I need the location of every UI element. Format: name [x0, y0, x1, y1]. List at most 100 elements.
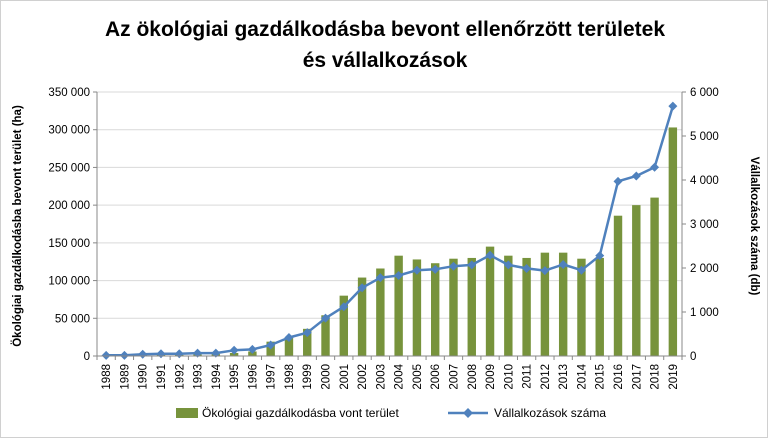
line-point-marker — [631, 171, 641, 181]
line-point-marker — [174, 349, 184, 359]
right-axis-tick-label: 5 000 — [690, 131, 719, 143]
line-point-marker — [576, 265, 586, 275]
area-bar — [394, 255, 403, 356]
line-point-marker — [119, 350, 129, 360]
x-axis-year-label: 2013 — [558, 364, 570, 390]
line-point-marker — [668, 101, 678, 111]
area-bar — [412, 259, 422, 356]
area-bar — [522, 257, 531, 356]
chart-title-line-2: és vállalkozások — [303, 49, 468, 72]
area-bar — [595, 257, 604, 356]
x-axis-year-label: 1994 — [211, 363, 223, 389]
x-axis-year-label: 2007 — [449, 364, 461, 390]
area-bar — [339, 295, 349, 356]
line-point-marker — [613, 176, 623, 186]
line-point-marker — [558, 259, 568, 269]
bar-series — [101, 127, 678, 356]
right-axis-title: Vállalkozások száma (db) — [748, 157, 760, 296]
area-bar — [668, 127, 678, 356]
left-axis-tick-label: 100 000 — [48, 276, 90, 288]
left-axis-tick-label: 0 — [84, 351, 90, 363]
x-axis-year-label: 2008 — [467, 364, 479, 390]
x-axis-tick-labels: 1988 1989 1990 1991 1992 1993 1994 1995 1996 1997… — [101, 363, 680, 389]
line-point-marker — [412, 265, 422, 275]
x-axis-year-label: 2010 — [503, 364, 515, 390]
area-bar — [632, 205, 641, 356]
line-point-marker — [266, 340, 276, 350]
line-point-marker — [339, 302, 349, 312]
x-axis-year-label: 2004 — [394, 363, 406, 389]
x-axis-year-label: 1993 — [193, 364, 205, 390]
area-bar — [357, 277, 367, 356]
x-axis-year-label: 2005 — [412, 364, 424, 390]
legend-diamond-marker — [463, 408, 473, 418]
axes — [96, 92, 683, 360]
x-axis-year-label: 1992 — [174, 364, 186, 390]
x-axis-year-label: 2016 — [613, 364, 625, 390]
line-point-marker — [321, 313, 331, 323]
line-point-marker — [138, 349, 148, 359]
x-axis-year-label: 2006 — [430, 364, 442, 390]
left-axis-tick-label: 300 000 — [48, 125, 90, 137]
x-axis-year-label: 2012 — [540, 364, 552, 390]
line-point-marker — [357, 283, 367, 293]
right-axis-tick-labels: 0 1 000 2 000 3 000 4 000 5 000 6 000 — [690, 87, 719, 363]
line-point-marker — [284, 333, 294, 343]
gridlines — [93, 91, 686, 357]
x-axis-year-label: 2009 — [485, 364, 497, 390]
left-axis-tick-label: 250 000 — [48, 162, 90, 174]
line-point-marker — [503, 260, 513, 270]
area-bar — [613, 215, 623, 356]
area-bar — [321, 315, 330, 356]
x-axis-year-label: 2002 — [357, 364, 369, 390]
x-axis-year-label: 1991 — [156, 364, 168, 390]
area-bar — [485, 246, 495, 356]
area-bar — [449, 258, 458, 356]
line-point-marker — [540, 266, 550, 276]
area-bar — [303, 328, 312, 356]
area-bar — [467, 257, 476, 356]
x-axis-year-label: 1998 — [284, 364, 296, 390]
x-axis-year-label: 1989 — [119, 364, 131, 390]
x-axis-year-label: 2000 — [321, 364, 333, 390]
line-point-marker — [101, 350, 111, 360]
left-axis-tick-label: 150 000 — [48, 238, 90, 250]
line-point-marker — [522, 263, 532, 273]
line-point-marker — [485, 250, 495, 260]
line-point-marker — [302, 328, 312, 338]
left-axis-title: Ökológiai gazdálkodásba bevont terület (… — [11, 105, 24, 347]
area-bar — [376, 268, 385, 356]
line-point-marker — [375, 273, 385, 283]
x-axis-year-label: 2011 — [522, 364, 534, 389]
line-point-marker — [229, 345, 239, 355]
area-bar — [284, 337, 294, 356]
left-axis-tick-label: 200 000 — [48, 200, 90, 212]
right-axis-tick-label: 2 000 — [690, 263, 719, 275]
x-axis-year-label: 2018 — [650, 364, 662, 390]
right-axis-tick-label: 4 000 — [690, 175, 719, 187]
left-axis-tick-labels: 0 50 000 100 000 150 000 200 000 250 000 300 0… — [48, 87, 90, 363]
x-axis-year-label: 1997 — [266, 364, 278, 390]
area-bar — [430, 263, 440, 356]
line-point-marker — [430, 264, 440, 274]
area-bar — [577, 258, 586, 356]
right-axis-tick-label: 1 000 — [690, 307, 719, 319]
right-axis-tick-label: 6 000 — [690, 87, 719, 99]
line-point-marker — [193, 348, 203, 358]
line-point-marker — [156, 349, 166, 359]
left-axis-tick-label: 350 000 — [48, 87, 90, 99]
x-axis-year-label: 2003 — [375, 364, 387, 390]
x-axis-year-label: 2019 — [668, 364, 680, 390]
line-point-marker — [650, 162, 660, 172]
x-axis-year-label: 2015 — [595, 364, 607, 390]
left-axis-tick-label: 50 000 — [55, 313, 90, 325]
area-bar — [504, 255, 513, 356]
area-bar — [650, 197, 659, 356]
legend-label-line: Vállalkozások száma — [494, 406, 606, 420]
x-axis-year-label: 1990 — [138, 364, 150, 390]
legend-bar-swatch — [176, 408, 198, 418]
x-axis-year-label: 2017 — [631, 364, 643, 390]
legend: Ökológiai gazdálkodásba vont terület Vál… — [176, 406, 606, 420]
legend-label-bars: Ökológiai gazdálkodásba vont terület — [202, 406, 399, 420]
